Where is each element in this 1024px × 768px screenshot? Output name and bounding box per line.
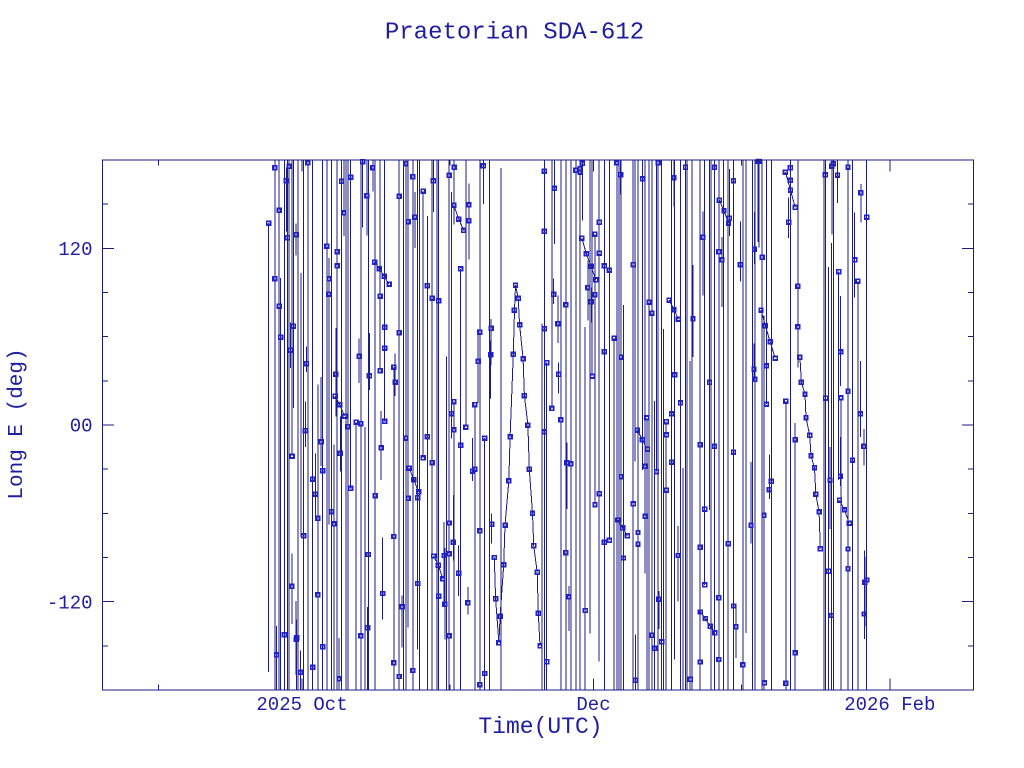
svg-text:Praetorian SDA-612: Praetorian SDA-612 (385, 20, 644, 47)
svg-text:2025 Oct: 2025 Oct (256, 694, 347, 716)
svg-text:2026 Feb: 2026 Feb (844, 694, 935, 716)
svg-text:Dec: Dec (576, 694, 610, 716)
svg-text:Long E (deg): Long E (deg) (6, 348, 29, 499)
svg-text:Time(UTC): Time(UTC) (478, 714, 602, 740)
svg-text:00: 00 (70, 416, 93, 438)
svg-text:120: 120 (58, 239, 92, 261)
svg-text:-120: -120 (47, 592, 93, 614)
